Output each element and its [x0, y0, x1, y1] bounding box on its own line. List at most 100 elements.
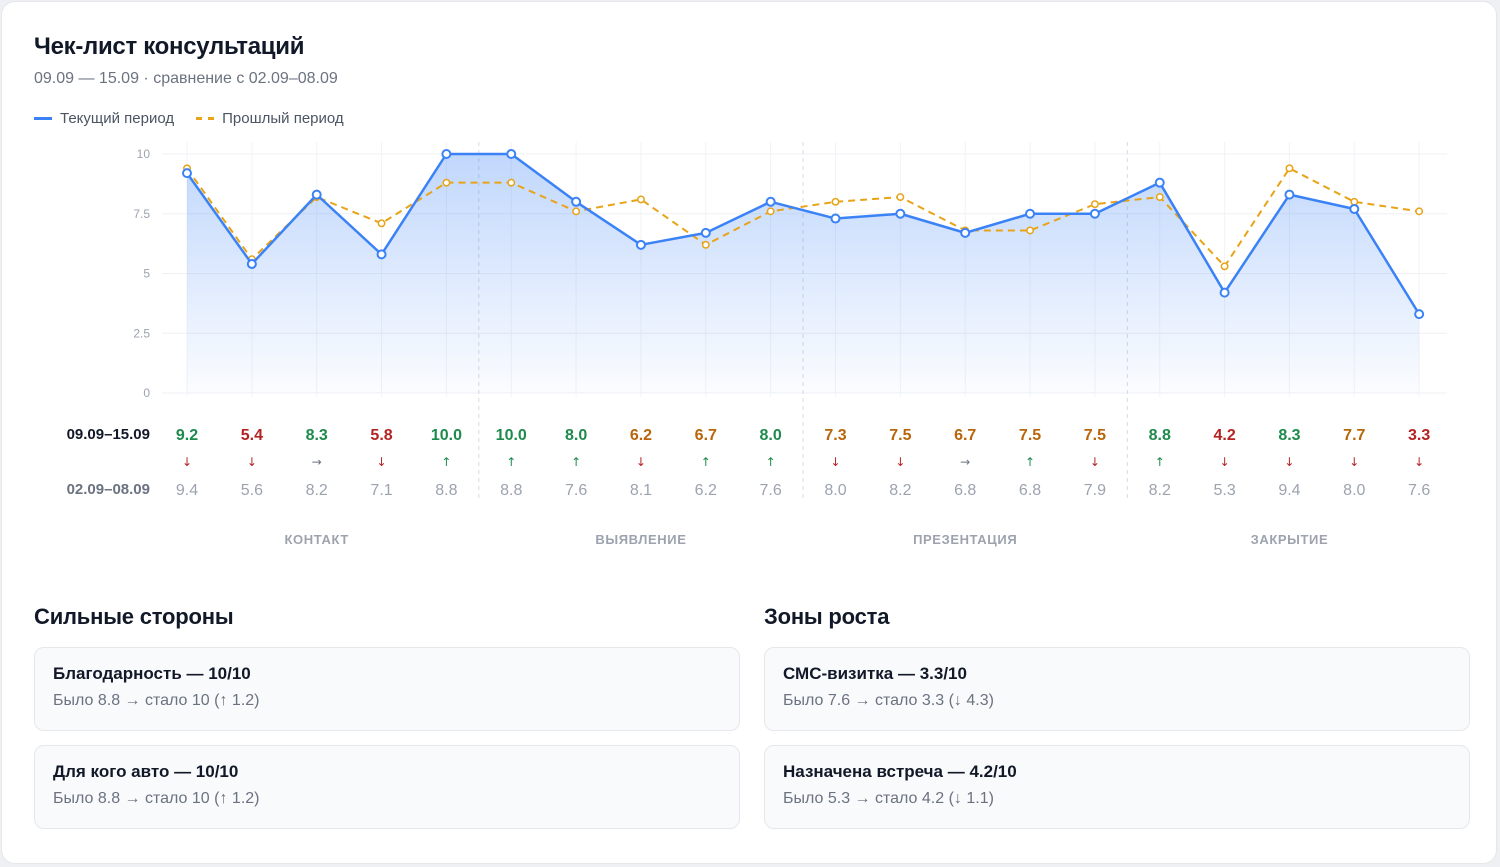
previous-value-label: 9.4 [1278, 482, 1300, 499]
current-value-label: 7.5 [1084, 427, 1106, 444]
trend-arrow-icon: ↑ [1025, 455, 1035, 469]
trend-arrow-icon: ↓ [377, 455, 387, 469]
current-value-label: 10.0 [431, 427, 462, 444]
legend-swatch-current [34, 117, 52, 120]
previous-value-label: 6.8 [1019, 482, 1041, 499]
trend-arrow-icon: ↓ [1349, 455, 1359, 469]
chart-legend: Текущий период Прошлый период [34, 110, 344, 127]
current-series-point [182, 168, 192, 179]
current-series-point [765, 196, 776, 207]
previous-series-point [766, 207, 775, 216]
previous-series-point [377, 219, 386, 228]
strength-card-title: Благодарность — 10/10 [53, 664, 251, 683]
current-value-label: 6.7 [954, 427, 976, 444]
current-series-point [700, 227, 711, 238]
trend-arrow-icon: ↓ [1284, 455, 1294, 469]
strengths-title: Сильные стороны [34, 604, 234, 629]
current-series-point [246, 258, 257, 269]
trend-arrow-icon: ↓ [247, 455, 257, 469]
legend-item-previous[interactable]: Прошлый период [196, 110, 344, 127]
previous-series-line [186, 167, 1420, 268]
trend-arrow-icon: ↑ [701, 455, 711, 469]
previous-value-label: 7.6 [565, 482, 587, 499]
current-value-label: 8.3 [1278, 427, 1300, 444]
previous-series-point [507, 178, 516, 187]
line-chart: 10 7.5 5 2.5 0 09.09–15.09 02.09–08.09 9.2 ↓ 9.4 5… [67, 142, 1447, 547]
legend-label-current: Текущий период [60, 110, 175, 127]
previous-series-point [1415, 207, 1424, 216]
current-series-point [1414, 309, 1425, 320]
current-value-label: 6.2 [630, 427, 652, 444]
current-series-point [1089, 208, 1100, 219]
strength-card[interactable]: Для кого авто — 10/10 Было 8.8 → стало 1… [34, 745, 740, 829]
previous-series-point [831, 197, 840, 206]
previous-value-label: 8.1 [630, 482, 652, 499]
current-value-label: 3.3 [1408, 427, 1430, 444]
current-value-label: 6.7 [695, 427, 717, 444]
current-series-point [635, 239, 646, 250]
trend-arrow-icon: ↓ [895, 455, 905, 469]
y-tick-label: 10 [137, 147, 151, 161]
current-value-label: 8.8 [1149, 427, 1171, 444]
legend-item-current[interactable]: Текущий период [34, 110, 174, 127]
y-tick-label: 2.5 [133, 326, 150, 340]
trend-arrow-icon: ↓ [182, 455, 192, 469]
trend-arrow-icon: ↑ [1155, 455, 1165, 469]
trend-arrow-icon: ↓ [636, 455, 646, 469]
current-series-point [506, 149, 517, 159]
current-series-point [895, 208, 906, 219]
current-value-label: 7.7 [1343, 427, 1365, 444]
strength-card[interactable]: Благодарность — 10/10 Было 8.8 → стало 1… [34, 647, 740, 731]
previous-value-label: 6.8 [954, 482, 976, 499]
legend-swatch-previous [196, 117, 215, 120]
trend-arrow-icon: ↑ [766, 455, 776, 469]
trend-arrow-icon: → [312, 455, 322, 469]
y-tick-label: 7.5 [133, 207, 150, 221]
previous-value-label: 9.4 [176, 482, 198, 499]
current-value-label: 7.5 [889, 427, 911, 444]
trend-arrow-icon: ↓ [1090, 455, 1100, 469]
growth-card-title: Назначена встреча — 4.2/10 [783, 762, 1017, 781]
current-series-point [830, 213, 841, 224]
current-series-point [571, 196, 582, 207]
previous-value-label: 7.1 [370, 482, 392, 499]
current-series-point [376, 249, 387, 260]
current-area [187, 154, 1420, 393]
group-label: ВЫЯВЛЕНИЕ [595, 532, 686, 547]
legend-label-previous: Прошлый период [222, 110, 344, 127]
current-series-point [1284, 189, 1295, 200]
trend-arrow-icon: ↑ [571, 455, 581, 469]
current-value-label: 9.2 [176, 427, 198, 444]
previous-series-point [1285, 164, 1294, 173]
strength-card-title: Для кого авто — 10/10 [53, 762, 239, 781]
current-series-point [1349, 203, 1360, 214]
trend-arrow-icon: ↑ [506, 455, 516, 469]
trend-arrow-icon: ↑ [441, 455, 451, 469]
current-value-label: 5.8 [370, 427, 392, 444]
growth-card[interactable]: СМС-визитка — 3.3/10 Было 7.6 → стало 3.… [764, 647, 1470, 731]
growth-title: Зоны роста [764, 604, 890, 629]
current-series-point [1154, 177, 1165, 188]
previous-series-point [1155, 193, 1164, 201]
current-row-label: 09.09–15.09 [67, 426, 150, 443]
current-value-label: 5.4 [241, 427, 263, 444]
previous-value-label: 8.0 [1343, 482, 1365, 499]
previous-series-point [637, 195, 645, 204]
growth-card-title: СМС-визитка — 3.3/10 [783, 664, 967, 683]
trend-arrow-icon: ↓ [1414, 455, 1424, 469]
current-value-label: 10.0 [496, 427, 527, 444]
growth-card-detail: Было 7.6 → стало 3.3 (↓ 4.3) [783, 692, 994, 709]
previous-series-point [1026, 226, 1035, 235]
previous-value-label: 7.9 [1084, 482, 1106, 499]
current-value-label: 4.2 [1213, 427, 1235, 444]
current-series-point [1219, 287, 1230, 298]
previous-series-point [701, 240, 710, 249]
previous-series-point [1220, 262, 1229, 271]
y-tick-label: 0 [143, 386, 150, 400]
group-label: КОНТАКТ [285, 532, 349, 547]
previous-value-label: 7.6 [760, 482, 782, 499]
previous-value-label: 8.2 [889, 482, 911, 499]
growth-card[interactable]: Назначена встреча — 4.2/10 Было 5.3 → ст… [764, 745, 1470, 829]
growth-card-detail: Было 5.3 → стало 4.2 (↓ 1.1) [783, 790, 994, 807]
